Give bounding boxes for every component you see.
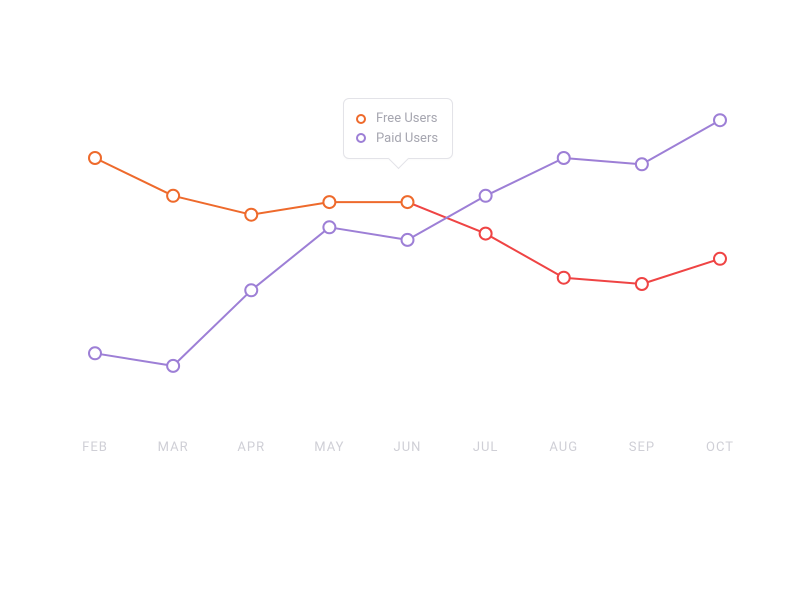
data-point-free[interactable]	[402, 196, 414, 208]
data-point-paid[interactable]	[714, 114, 726, 126]
users-line-chart: FEB MAR APR MAY JUN JUL AUG SEP OCT Free Users P…	[0, 0, 800, 600]
chart-canvas	[0, 0, 800, 600]
data-point-free[interactable]	[245, 209, 257, 221]
legend-label: Paid Users	[376, 129, 438, 149]
data-point-paid[interactable]	[636, 158, 648, 170]
data-point-paid[interactable]	[558, 152, 570, 164]
data-point-free[interactable]	[480, 228, 492, 240]
x-axis-tick-label: JUN	[394, 440, 422, 455]
data-point-paid[interactable]	[245, 284, 257, 296]
legend-item-paid: Paid Users	[356, 129, 438, 149]
data-point-paid[interactable]	[480, 190, 492, 202]
x-axis-tick-label: JUL	[473, 440, 499, 455]
x-axis-tick-label: SEP	[629, 440, 655, 455]
x-axis-tick-label: MAR	[158, 440, 189, 455]
x-axis-tick-label: AUG	[549, 440, 578, 455]
x-axis-tick-label: FEB	[82, 440, 108, 455]
data-point-free[interactable]	[714, 253, 726, 265]
data-point-free[interactable]	[636, 278, 648, 290]
legend-item-free: Free Users	[356, 109, 438, 129]
x-axis-tick-label: MAY	[314, 440, 344, 455]
chart-legend: Free Users Paid Users	[343, 98, 453, 159]
data-point-paid[interactable]	[323, 221, 335, 233]
legend-label: Free Users	[376, 109, 437, 129]
data-point-paid[interactable]	[402, 234, 414, 246]
x-axis-tick-label: APR	[237, 440, 265, 455]
data-point-paid[interactable]	[89, 347, 101, 359]
legend-swatch-icon	[356, 114, 366, 124]
x-axis-tick-label: OCT	[706, 440, 734, 455]
data-point-free[interactable]	[167, 190, 179, 202]
legend-swatch-icon	[356, 133, 366, 143]
data-point-paid[interactable]	[167, 360, 179, 372]
data-point-free[interactable]	[558, 272, 570, 284]
data-point-free[interactable]	[323, 196, 335, 208]
data-point-free[interactable]	[89, 152, 101, 164]
series-line-free	[95, 158, 408, 215]
